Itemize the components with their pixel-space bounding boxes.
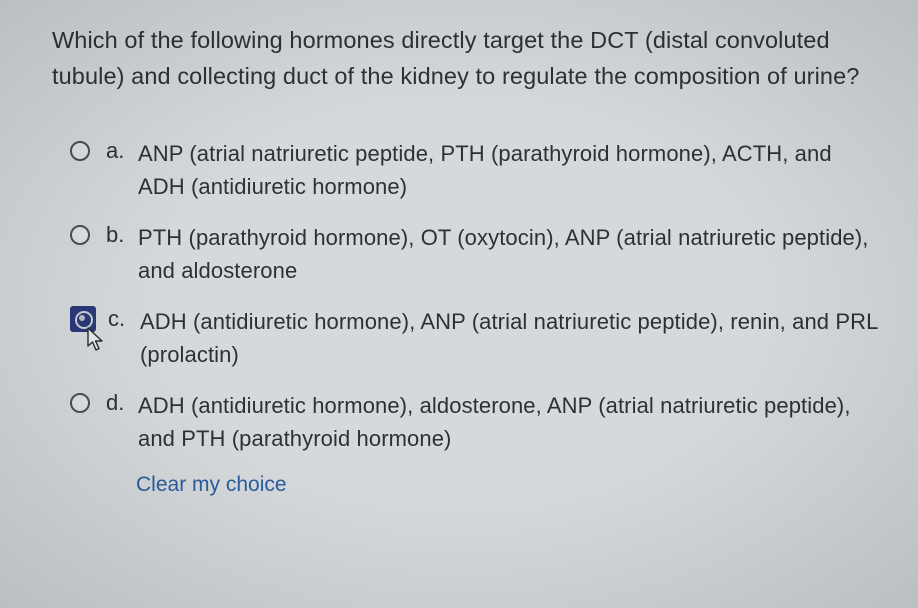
- option-letter: b.: [106, 222, 138, 248]
- question-text: Which of the following hormones directly…: [52, 22, 878, 95]
- option-text: ADH (antidiuretic hormone), ANP (atrial …: [140, 305, 878, 371]
- radio-unchecked-icon[interactable]: [70, 393, 90, 413]
- option-letter: a.: [106, 138, 138, 164]
- radio-unchecked-icon[interactable]: [70, 225, 90, 245]
- option-b[interactable]: b. PTH (parathyroid hormone), OT (oxytoc…: [70, 221, 878, 287]
- options-list: a. ANP (atrial natriuretic peptide, PTH …: [52, 137, 878, 497]
- option-text: ANP (atrial natriuretic peptide, PTH (pa…: [138, 137, 878, 203]
- option-text: ADH (antidiuretic hormone), aldosterone,…: [138, 389, 878, 455]
- clear-my-choice-link[interactable]: Clear my choice: [136, 473, 878, 497]
- option-letter: d.: [106, 390, 138, 416]
- option-a[interactable]: a. ANP (atrial natriuretic peptide, PTH …: [70, 137, 878, 203]
- radio-checked-icon[interactable]: [70, 306, 96, 332]
- radio-unchecked-icon[interactable]: [70, 141, 90, 161]
- option-d[interactable]: d. ADH (antidiuretic hormone), aldostero…: [70, 389, 878, 455]
- option-letter: c.: [108, 306, 140, 332]
- option-c[interactable]: c. ADH (antidiuretic hormone), ANP (atri…: [70, 305, 878, 371]
- option-text: PTH (parathyroid hormone), OT (oxytocin)…: [138, 221, 878, 287]
